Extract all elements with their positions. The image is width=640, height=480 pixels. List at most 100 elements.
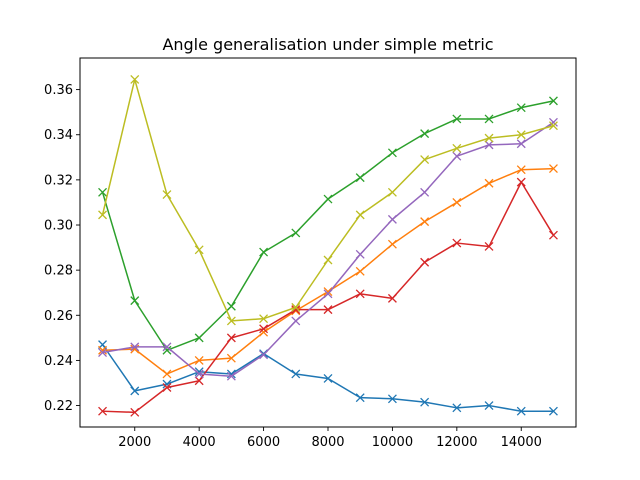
series-4-point <box>420 257 430 267</box>
series-5 <box>98 117 558 381</box>
series-5-point <box>259 350 269 360</box>
chart-title: Angle generalisation under simple metric <box>162 35 493 54</box>
series-5-point <box>548 117 558 127</box>
series-2 <box>98 164 558 379</box>
series-4-point <box>130 407 140 417</box>
series-layer <box>98 74 558 417</box>
series-6-point <box>291 302 301 312</box>
series-6-point <box>387 187 397 197</box>
axes-layer: 2000 4000 6000 8000 10000 12000 14000 0.22 0.24 0… <box>44 57 577 450</box>
series-2-point <box>98 345 108 355</box>
series-4-point <box>355 289 365 299</box>
series-6-point <box>516 130 526 140</box>
series-5-point <box>420 187 430 197</box>
series-1-point <box>355 393 365 403</box>
series-1-point <box>452 403 462 413</box>
x-tick-label: 6000 <box>247 435 280 450</box>
x-tick-label: 10000 <box>372 435 413 450</box>
series-6-point <box>226 316 236 326</box>
series-5-point <box>323 289 333 299</box>
series-5-point <box>194 369 204 379</box>
series-6-point <box>484 133 494 143</box>
y-tick-label: 0.34 <box>44 128 73 143</box>
series-1-point <box>323 374 333 383</box>
series-2-point <box>387 239 397 249</box>
series-3-point <box>259 247 269 257</box>
series-1-point <box>387 394 397 404</box>
series-3-point <box>194 333 204 343</box>
series-5-point <box>516 139 526 149</box>
y-tick-label: 0.22 <box>44 399 73 414</box>
series-1-point <box>484 401 494 411</box>
x-tick-label: 14000 <box>501 435 542 450</box>
series-4-point <box>259 324 269 334</box>
series-6-point <box>130 74 140 84</box>
series-3-point <box>98 187 108 197</box>
y-tick-label: 0.30 <box>44 219 73 234</box>
series-3-point <box>130 296 140 306</box>
series-6-point <box>420 155 430 165</box>
series-2-point <box>516 165 526 175</box>
series-4-point <box>484 241 494 251</box>
x-tick-label: 12000 <box>436 435 477 450</box>
y-tick-label: 0.28 <box>44 264 73 279</box>
series-6 <box>98 74 558 326</box>
series-2-point <box>162 369 172 379</box>
series-2-point <box>484 178 494 188</box>
series-4-point <box>194 376 204 386</box>
series-1-point <box>420 397 430 407</box>
series-1-point <box>516 406 526 416</box>
series-4-point <box>387 293 397 303</box>
series-6-point <box>452 143 462 153</box>
series-1 <box>98 340 558 416</box>
series-3-point <box>548 96 558 106</box>
y-tick-label: 0.36 <box>44 83 73 98</box>
series-2-point <box>194 355 204 365</box>
series-3-point <box>355 173 365 183</box>
series-3-point <box>291 228 301 238</box>
series-6-point <box>98 210 108 220</box>
series-3-point <box>226 301 236 311</box>
series-2-point <box>452 197 462 207</box>
x-tick-label: 4000 <box>183 435 216 450</box>
series-4-point <box>516 177 526 187</box>
series-5-point <box>452 151 462 161</box>
series-4-point <box>291 305 301 315</box>
series-6-point <box>162 190 172 200</box>
series-3-point <box>323 194 333 204</box>
series-1-point <box>291 369 301 379</box>
series-4-point <box>548 230 558 240</box>
series-2-point <box>548 164 558 174</box>
series-2-point <box>226 353 236 363</box>
series-1-point <box>130 386 140 396</box>
series-5-point <box>98 348 108 357</box>
series-2-point <box>323 287 333 297</box>
series-5-point <box>130 342 140 352</box>
y-tick-label: 0.26 <box>44 309 73 324</box>
x-tick-label: 2000 <box>118 435 151 450</box>
series-3 <box>98 96 558 355</box>
series-5-point <box>484 140 494 150</box>
series-2-point <box>420 217 430 227</box>
series-5-point <box>162 342 172 352</box>
series-5-point <box>387 214 397 224</box>
series-6-point <box>548 121 558 131</box>
series-6-point <box>194 245 204 255</box>
series-4-point <box>226 333 236 343</box>
series-4-point <box>452 238 462 248</box>
series-5-point <box>355 249 365 259</box>
series-3-point <box>516 103 526 113</box>
series-3-point <box>387 148 397 158</box>
series-4-point <box>323 305 333 315</box>
y-tick-label: 0.32 <box>44 173 73 188</box>
series-1-point <box>548 406 558 416</box>
series-6-point <box>323 255 333 265</box>
series-3-point <box>452 114 462 124</box>
series-3-point <box>484 114 494 124</box>
series-4-point <box>98 406 108 416</box>
series-6-point <box>259 314 269 324</box>
x-tick-label: 8000 <box>311 435 344 450</box>
